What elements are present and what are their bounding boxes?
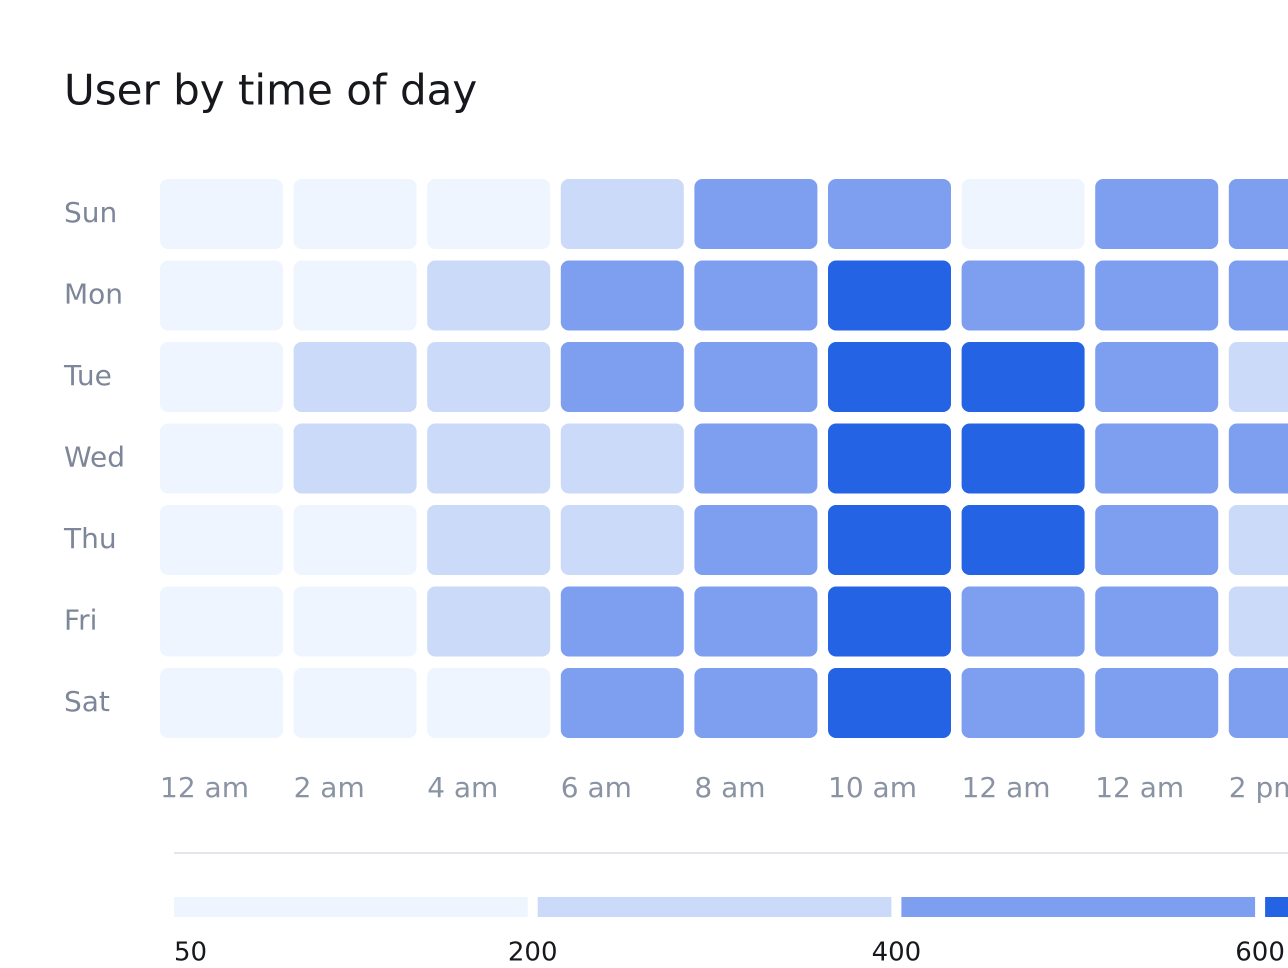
heatmap-cell (160, 260, 283, 331)
heatmap-cell (1228, 423, 1288, 494)
heatmap-cell (961, 586, 1085, 657)
column-label: 8 am (694, 771, 765, 804)
legend-swatch (174, 897, 528, 917)
heatmap-cell (293, 423, 417, 494)
heatmap-cell (560, 586, 684, 657)
heatmap-cell (160, 179, 283, 249)
heatmap-cell (828, 668, 951, 738)
heatmap-cell (828, 260, 951, 331)
heatmap-cell (560, 260, 684, 331)
heatmap-cell (694, 260, 818, 331)
heatmap-cell (560, 179, 684, 249)
heatmap-cell (1228, 586, 1288, 657)
heatmap-cell (427, 668, 551, 738)
heatmap-cell (560, 668, 684, 738)
row-label: Tue (63, 359, 112, 392)
legend-swatch (901, 897, 1256, 917)
heatmap-cell (694, 342, 818, 412)
heatmap-cell (1095, 423, 1219, 494)
heatmap-cell (961, 179, 1085, 249)
heatmap-cell (961, 342, 1085, 412)
row-label: Sun (64, 196, 117, 229)
row-label: Mon (64, 278, 123, 311)
heatmap-cell (961, 260, 1085, 331)
column-label: 12 am (962, 771, 1051, 804)
legend-label: 200 (508, 938, 558, 968)
heatmap-cell (160, 505, 283, 575)
heatmap-cell (694, 668, 818, 738)
heatmap-cell (1228, 505, 1288, 575)
heatmap-cell (1228, 342, 1288, 412)
heatmap-cell (694, 423, 818, 494)
column-label: 2 pm (1229, 771, 1288, 804)
column-label: 10 am (828, 771, 917, 804)
heatmap-cell (961, 423, 1085, 494)
column-label: 12 am (1095, 771, 1184, 804)
heatmap-cell (160, 423, 283, 494)
heatmap-cell (293, 586, 417, 657)
heatmap-cell (160, 668, 283, 738)
legend-label: 600 (1235, 938, 1285, 968)
heatmap-cell (1228, 260, 1288, 331)
column-label: 2 am (294, 771, 365, 804)
heatmap-cell (427, 423, 551, 494)
heatmap-cell (160, 342, 283, 412)
heatmap-cell (1095, 260, 1219, 331)
row-label: Wed (64, 441, 125, 474)
heatmap-cell (427, 179, 551, 249)
heatmap-cell (828, 586, 951, 657)
heatmap-cell (1095, 586, 1219, 657)
heatmap-cell (293, 668, 417, 738)
column-label: 4 am (427, 771, 498, 804)
heatmap-cell (560, 505, 684, 575)
row-label: Thu (63, 522, 117, 555)
column-label: 6 am (561, 771, 632, 804)
heatmap-cell (961, 668, 1085, 738)
heatmap-cell (828, 423, 951, 494)
heatmap-cell (427, 505, 551, 575)
heatmap-cell (293, 505, 417, 575)
legend-swatch (537, 897, 892, 917)
column-label: 12 am (160, 771, 249, 804)
chart-title: User by time of day (64, 66, 477, 115)
heatmap-cell (427, 260, 551, 331)
row-label: Sat (64, 685, 110, 718)
heatmap-cell (828, 505, 951, 575)
heatmap-cell (1095, 342, 1219, 412)
legend-swatch (1265, 897, 1288, 917)
heatmap-cell (694, 586, 818, 657)
heatmap-cell (828, 179, 951, 249)
heatmap-cell (694, 505, 818, 575)
legend-label: 400 (872, 938, 922, 968)
heatmap-cell (1228, 179, 1288, 249)
heatmap-cell (560, 423, 684, 494)
heatmap-cell (1095, 505, 1219, 575)
heatmap-cell (1095, 179, 1219, 249)
legend-label: 50 (174, 938, 207, 968)
heatmap-cell (694, 179, 818, 249)
heatmap-cell (293, 260, 417, 331)
heatmap-cell (293, 179, 417, 249)
heatmap-cell (160, 586, 283, 657)
heatmap-cell (560, 342, 684, 412)
heatmap-cell (427, 586, 551, 657)
row-label: Fri (64, 604, 97, 637)
heatmap-cell (828, 342, 951, 412)
heatmap-cell (427, 342, 551, 412)
heatmap-cell (293, 342, 417, 412)
heatmap-cell (961, 505, 1085, 575)
heatmap-cell (1095, 668, 1219, 738)
heatmap-cell (1228, 668, 1288, 738)
